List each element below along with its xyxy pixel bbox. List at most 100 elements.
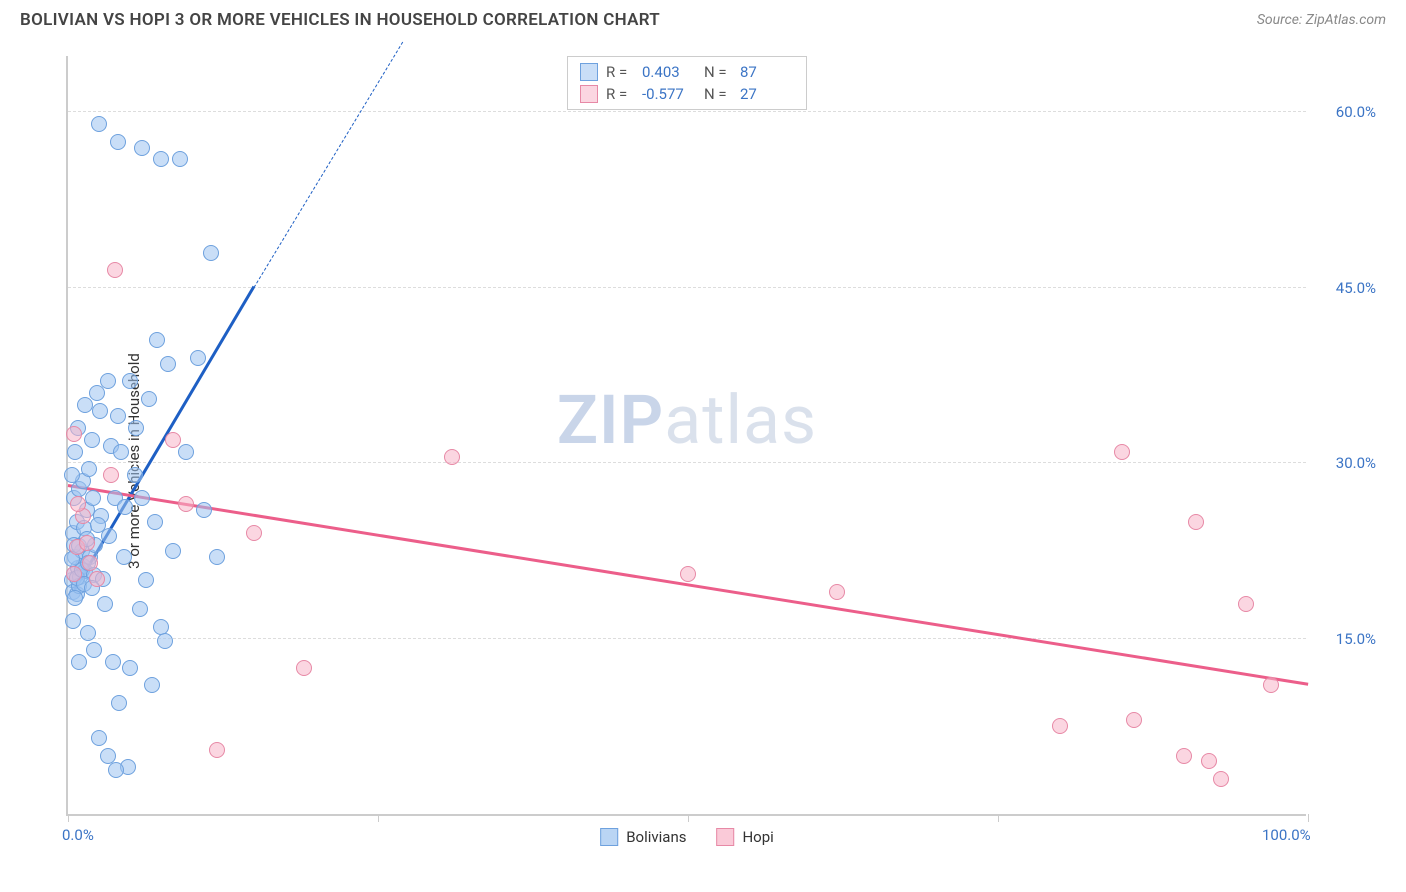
scatter-point <box>296 660 312 676</box>
scatter-point <box>100 373 116 389</box>
scatter-point <box>1238 596 1254 612</box>
scatter-point <box>66 566 82 582</box>
scatter-point <box>1176 748 1192 764</box>
scatter-point <box>246 525 262 541</box>
scatter-point <box>160 356 176 372</box>
scatter-point <box>67 590 83 606</box>
scatter-point <box>67 444 83 460</box>
chart-title: BOLIVIAN VS HOPI 3 OR MORE VEHICLES IN H… <box>20 10 660 30</box>
r-value-hopi: -0.577 <box>642 85 696 103</box>
scatter-point <box>81 461 97 477</box>
chart-source: Source: ZipAtlas.com <box>1257 12 1386 28</box>
scatter-point <box>79 535 95 551</box>
y-tick-label: 45.0% <box>1336 279 1376 297</box>
scatter-point <box>113 444 129 460</box>
legend-row-bolivians: R = 0.403 N = 87 <box>580 61 794 83</box>
scatter-point <box>111 695 127 711</box>
r-label: R = <box>606 85 634 103</box>
scatter-point <box>86 642 102 658</box>
scatter-point <box>103 467 119 483</box>
x-tick-label: 100.0% <box>1262 826 1311 844</box>
scatter-point <box>71 654 87 670</box>
gridline <box>68 638 1306 639</box>
watermark: ZIPatlas <box>557 380 817 460</box>
r-label: R = <box>606 63 634 81</box>
series-legend: Bolivians Hopi <box>600 828 774 846</box>
scatter-point <box>127 467 143 483</box>
correlation-legend: R = 0.403 N = 87 R = -0.577 N = 27 <box>567 56 807 110</box>
scatter-point <box>101 528 117 544</box>
y-tick-label: 30.0% <box>1336 454 1376 472</box>
scatter-point <box>116 549 132 565</box>
legend-label: Bolivians <box>626 828 686 846</box>
scatter-point <box>209 549 225 565</box>
scatter-point <box>165 543 181 559</box>
chart-header: BOLIVIAN VS HOPI 3 OR MORE VEHICLES IN H… <box>0 0 1406 38</box>
scatter-point <box>134 140 150 156</box>
gridline <box>68 111 1306 112</box>
scatter-point <box>122 660 138 676</box>
scatter-point <box>172 151 188 167</box>
scatter-point <box>829 584 845 600</box>
n-value-bolivians: 87 <box>740 63 794 81</box>
scatter-point <box>157 633 173 649</box>
scatter-point <box>80 625 96 641</box>
x-tick-label: 0.0% <box>62 826 94 844</box>
y-tick-label: 15.0% <box>1336 630 1376 648</box>
scatter-point <box>107 262 123 278</box>
legend-swatch-icon <box>716 828 734 846</box>
scatter-point <box>141 391 157 407</box>
scatter-point <box>1126 712 1142 728</box>
legend-swatch-bolivians <box>580 63 598 81</box>
scatter-point <box>128 420 144 436</box>
scatter-point <box>84 432 100 448</box>
scatter-point <box>65 613 81 629</box>
scatter-point <box>190 350 206 366</box>
scatter-point <box>138 572 154 588</box>
scatter-point <box>134 490 150 506</box>
scatter-point <box>122 373 138 389</box>
scatter-point <box>105 654 121 670</box>
scatter-point <box>153 151 169 167</box>
n-value-hopi: 27 <box>740 85 794 103</box>
scatter-point <box>144 677 160 693</box>
scatter-point <box>132 601 148 617</box>
legend-swatch-icon <box>600 828 618 846</box>
trend-line <box>254 42 404 288</box>
legend-item-bolivians: Bolivians <box>600 828 686 846</box>
scatter-point <box>196 502 212 518</box>
scatter-point <box>1052 718 1068 734</box>
scatter-point <box>66 426 82 442</box>
scatter-point <box>1114 444 1130 460</box>
n-label: N = <box>704 85 732 103</box>
scatter-point <box>110 134 126 150</box>
x-tick <box>378 814 379 822</box>
scatter-point <box>149 332 165 348</box>
scatter-point <box>117 499 133 515</box>
scatter-point <box>203 245 219 261</box>
gridline <box>68 462 1306 463</box>
chart-container: 3 or more Vehicles in Household ZIPatlas… <box>20 46 1386 876</box>
legend-row-hopi: R = -0.577 N = 27 <box>580 83 794 105</box>
scatter-point <box>97 596 113 612</box>
scatter-point <box>108 762 124 778</box>
scatter-point <box>85 490 101 506</box>
scatter-point <box>91 730 107 746</box>
scatter-point <box>1263 677 1279 693</box>
scatter-point <box>1201 753 1217 769</box>
scatter-point <box>89 571 105 587</box>
r-value-bolivians: 0.403 <box>642 63 696 81</box>
scatter-point <box>178 496 194 512</box>
trend-line <box>68 484 1308 685</box>
scatter-point <box>680 566 696 582</box>
scatter-point <box>1213 771 1229 787</box>
scatter-point <box>178 444 194 460</box>
x-tick <box>688 814 689 822</box>
x-tick <box>68 814 69 822</box>
scatter-point <box>110 408 126 424</box>
scatter-point <box>1188 514 1204 530</box>
scatter-point <box>209 742 225 758</box>
y-tick-label: 60.0% <box>1336 103 1376 121</box>
scatter-point <box>70 496 86 512</box>
scatter-point <box>91 116 107 132</box>
